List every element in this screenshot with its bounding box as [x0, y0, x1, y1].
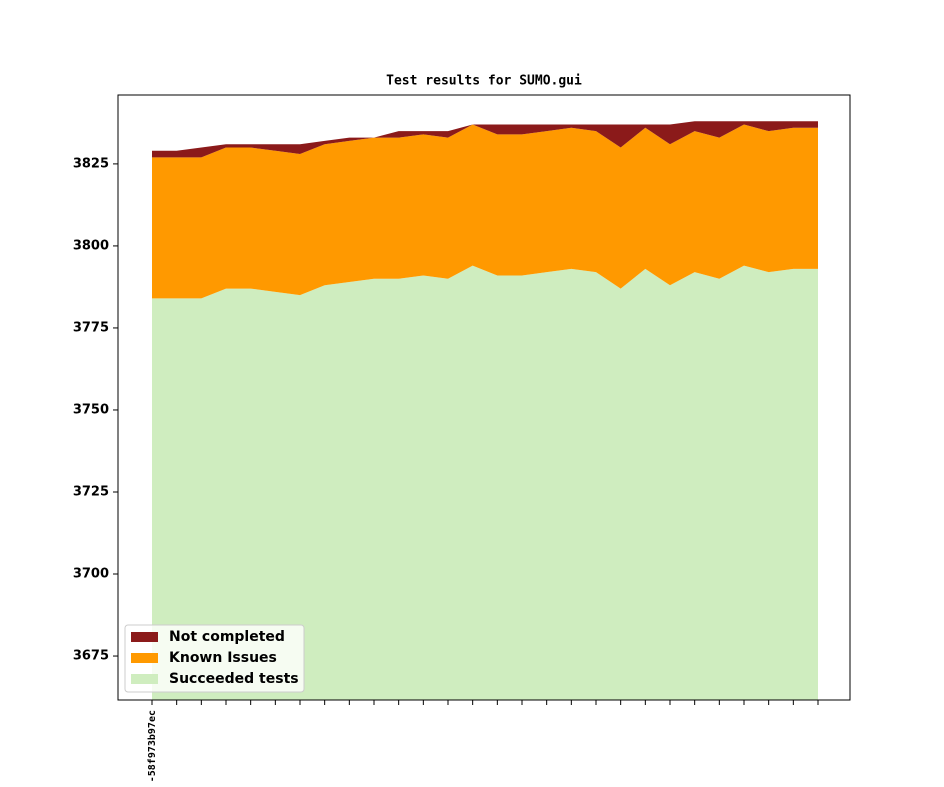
legend-swatch — [131, 632, 158, 642]
legend-swatch — [131, 653, 158, 663]
y-tick-label: 3775 — [73, 320, 109, 335]
legend-label: Not completed — [169, 629, 285, 645]
area — [152, 265, 818, 700]
y-tick-label: 3825 — [73, 156, 109, 171]
y-tick-label: 3675 — [73, 649, 109, 664]
legend-label: Known Issues — [169, 650, 277, 666]
legend-box — [124, 624, 305, 693]
y-tick-label: 3750 — [73, 402, 109, 417]
area — [152, 121, 818, 158]
x-tick-label: -58f973b97ec — [147, 710, 158, 782]
area — [152, 124, 818, 299]
chart-title: Test results for SUMO.gui — [386, 74, 582, 89]
y-tick-label: 3700 — [73, 567, 109, 582]
axes-frame — [117, 94, 851, 701]
y-tick-label: 3800 — [73, 238, 109, 253]
legend-label: Succeeded tests — [169, 671, 299, 687]
areas — [152, 121, 818, 700]
legend-swatch — [131, 674, 158, 684]
y-tick-label: 3725 — [73, 484, 109, 499]
